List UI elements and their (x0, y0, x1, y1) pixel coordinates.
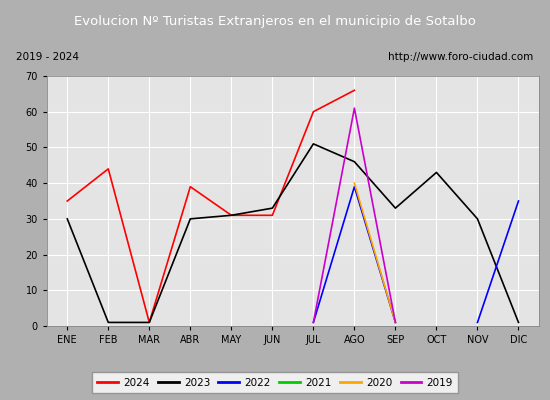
2023 (433, 170, 440, 175)
2023 (351, 159, 358, 164)
2023 (515, 320, 522, 325)
2024 (187, 184, 194, 189)
2024 (269, 213, 276, 218)
2023 (228, 213, 235, 218)
Text: 2019 - 2024: 2019 - 2024 (16, 52, 79, 62)
2024 (228, 213, 235, 218)
2023 (310, 142, 317, 146)
2019 (351, 106, 358, 110)
2023 (105, 320, 112, 325)
2024 (146, 320, 152, 325)
Line: 2024: 2024 (67, 90, 354, 322)
2019 (310, 320, 317, 325)
2020 (392, 320, 399, 325)
Line: 2020: 2020 (354, 183, 395, 322)
Text: http://www.foro-ciudad.com: http://www.foro-ciudad.com (388, 52, 534, 62)
2022 (310, 320, 317, 325)
2020 (351, 181, 358, 186)
Text: Evolucion Nº Turistas Extranjeros en el municipio de Sotalbo: Evolucion Nº Turistas Extranjeros en el … (74, 14, 476, 28)
2022 (392, 320, 399, 325)
2022 (351, 184, 358, 189)
2019 (392, 320, 399, 325)
2023 (187, 216, 194, 221)
Legend: 2024, 2023, 2022, 2021, 2020, 2019: 2024, 2023, 2022, 2021, 2020, 2019 (92, 372, 458, 393)
Line: 2022: 2022 (314, 187, 395, 322)
2024 (310, 109, 317, 114)
2023 (474, 216, 481, 221)
Line: 2023: 2023 (67, 144, 519, 322)
2024 (64, 199, 70, 203)
2024 (105, 166, 112, 171)
2023 (269, 206, 276, 210)
2023 (392, 206, 399, 210)
2023 (146, 320, 152, 325)
2024 (351, 88, 358, 93)
2023 (64, 216, 70, 221)
Line: 2019: 2019 (314, 108, 395, 322)
